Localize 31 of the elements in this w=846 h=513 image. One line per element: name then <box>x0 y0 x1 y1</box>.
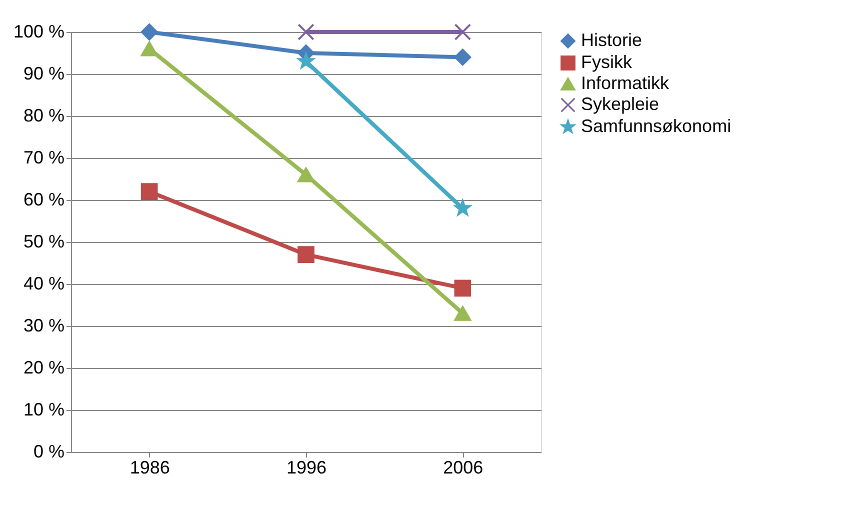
y-tick-label: 80 % <box>23 106 64 126</box>
y-tick-label: 20 % <box>23 358 64 378</box>
point <box>298 24 314 40</box>
point <box>140 24 158 40</box>
point <box>454 306 472 321</box>
point <box>454 48 472 66</box>
y-tick-label: 50 % <box>23 232 64 252</box>
legend-label: Fysikk <box>581 52 633 72</box>
point <box>140 41 158 56</box>
point <box>298 246 314 264</box>
legend-label: Sykepleie <box>581 94 660 114</box>
legend-label: Historie <box>581 30 642 50</box>
x-tick-label: 1986 <box>130 458 170 478</box>
point <box>454 24 472 40</box>
y-tick-label: 30 % <box>23 316 64 336</box>
x-tick-label: 1996 <box>286 458 327 478</box>
point <box>140 183 158 200</box>
y-tick-label: 100 % <box>13 22 64 42</box>
x-tick-label: 2006 <box>443 458 484 478</box>
point <box>298 52 314 68</box>
point <box>298 167 314 182</box>
y-tick-label: 90 % <box>23 64 64 84</box>
y-tick-label: 40 % <box>23 274 64 294</box>
y-tick-label: 10 % <box>23 400 64 420</box>
y-tick-label: 0 % <box>33 442 64 462</box>
legend-label: Informatikk <box>581 73 670 93</box>
legend-label: Samfunnsøkonomi <box>581 116 732 136</box>
y-tick-label: 60 % <box>23 190 64 210</box>
y-tick-label: 70 % <box>23 148 64 168</box>
point <box>454 200 471 216</box>
point <box>454 280 472 297</box>
